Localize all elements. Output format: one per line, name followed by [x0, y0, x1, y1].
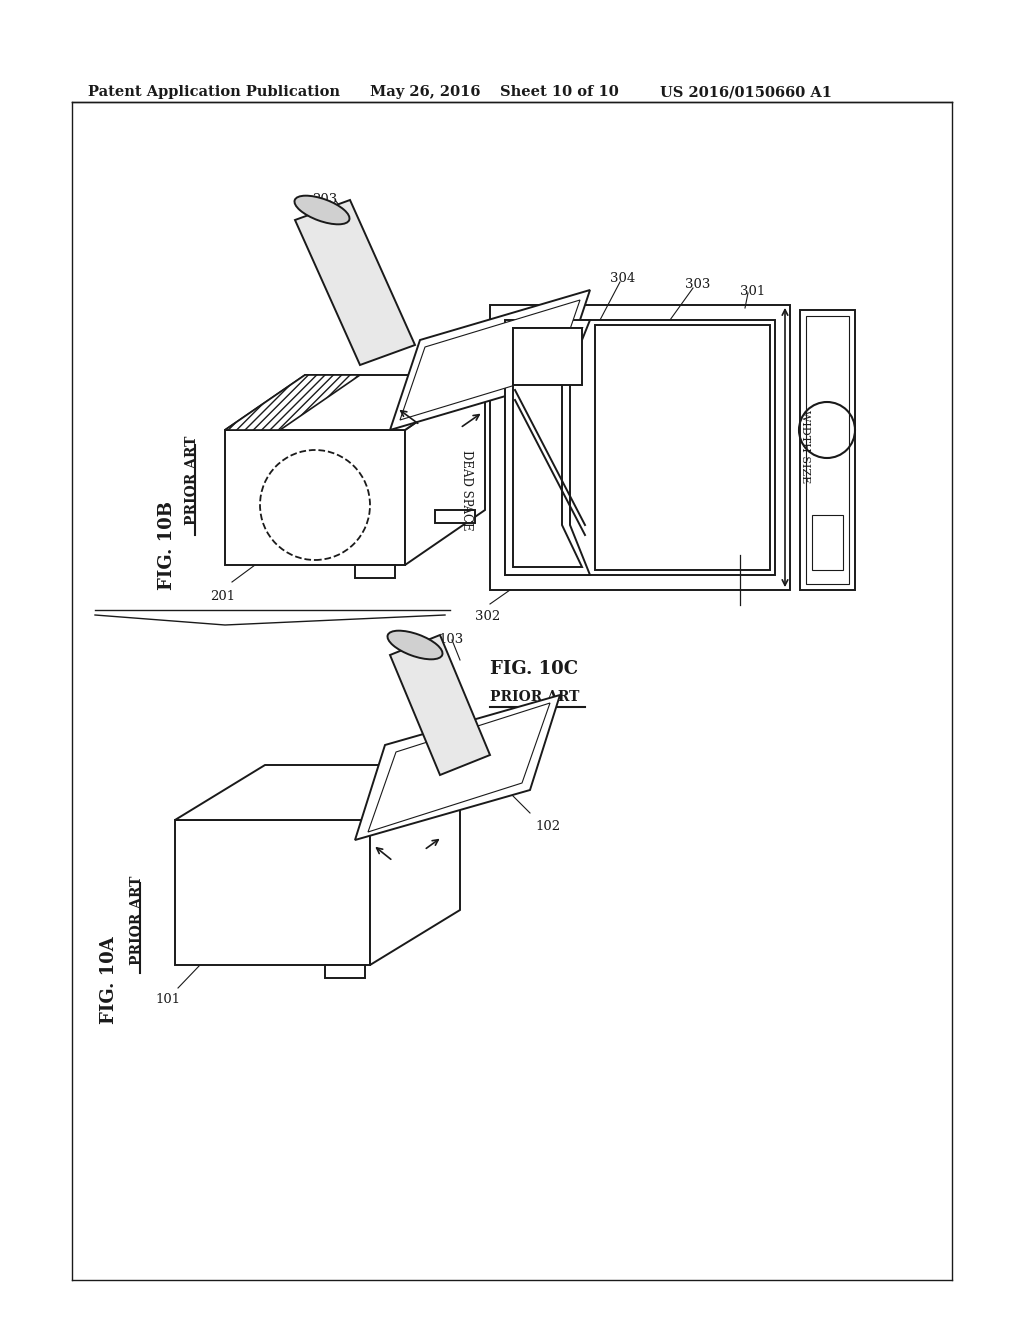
Text: 304: 304 — [610, 272, 635, 285]
Polygon shape — [370, 766, 460, 965]
Text: Sheet 10 of 10: Sheet 10 of 10 — [500, 84, 618, 99]
Text: PRIOR ART: PRIOR ART — [185, 436, 199, 524]
Polygon shape — [175, 820, 370, 965]
Polygon shape — [400, 300, 580, 420]
Polygon shape — [355, 696, 560, 840]
Text: 203: 203 — [312, 193, 337, 206]
Text: 303: 303 — [685, 279, 711, 290]
Text: May 26, 2016: May 26, 2016 — [370, 84, 480, 99]
Polygon shape — [406, 375, 485, 565]
Polygon shape — [505, 319, 775, 576]
Polygon shape — [505, 319, 590, 576]
Polygon shape — [368, 704, 550, 832]
Text: 202: 202 — [540, 430, 565, 444]
Text: FIG. 10C: FIG. 10C — [490, 660, 579, 678]
Polygon shape — [355, 565, 395, 578]
Text: PRIOR ART: PRIOR ART — [130, 875, 144, 965]
Text: 103: 103 — [438, 634, 463, 645]
Polygon shape — [806, 315, 849, 583]
Text: FIG. 10A: FIG. 10A — [100, 936, 118, 1024]
Text: FIG. 10B: FIG. 10B — [158, 500, 176, 590]
Polygon shape — [595, 325, 770, 570]
Polygon shape — [800, 310, 855, 590]
Polygon shape — [225, 430, 406, 565]
Polygon shape — [295, 201, 415, 366]
Polygon shape — [225, 375, 360, 430]
Text: PRIOR ART: PRIOR ART — [490, 690, 580, 704]
Polygon shape — [435, 510, 475, 523]
Text: 102: 102 — [535, 820, 560, 833]
Polygon shape — [513, 327, 582, 385]
Polygon shape — [225, 375, 485, 430]
Polygon shape — [175, 766, 460, 820]
Ellipse shape — [387, 631, 442, 659]
Text: DEAD SPACE: DEAD SPACE — [460, 450, 473, 531]
Polygon shape — [812, 515, 843, 570]
Polygon shape — [513, 327, 582, 568]
Text: 302: 302 — [475, 610, 501, 623]
Text: US 2016/0150660 A1: US 2016/0150660 A1 — [660, 84, 831, 99]
Text: 301: 301 — [740, 285, 765, 298]
Text: 201: 201 — [210, 590, 236, 603]
Text: WIDTH SIZE: WIDTH SIZE — [800, 411, 810, 483]
Polygon shape — [390, 635, 490, 775]
Ellipse shape — [295, 195, 349, 224]
Text: Patent Application Publication: Patent Application Publication — [88, 84, 340, 99]
Polygon shape — [490, 305, 790, 590]
Polygon shape — [325, 965, 365, 978]
Text: 101: 101 — [155, 993, 180, 1006]
Polygon shape — [390, 290, 590, 430]
